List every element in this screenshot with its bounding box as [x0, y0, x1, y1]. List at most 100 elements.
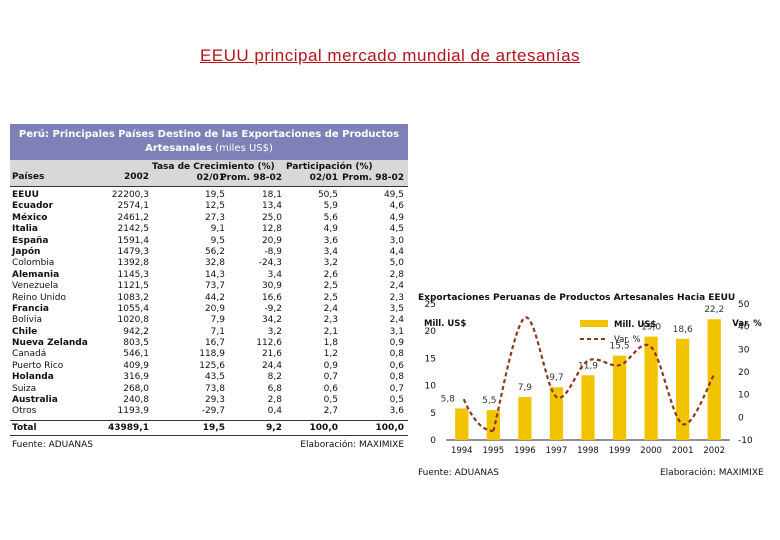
- table-cell-t0201: 20,9: [204, 303, 225, 314]
- table-cell-t0201: 56,2: [204, 246, 225, 257]
- table-cell-pprom: 4,9: [389, 212, 404, 223]
- table-header: Perú: Principales Países Destino de las …: [10, 124, 408, 160]
- bar: [581, 375, 595, 440]
- table-cell-v2002: 2574,1: [117, 201, 150, 212]
- y2-tick-label: 40: [738, 323, 750, 333]
- table-cell-pprom: 4,4: [389, 246, 404, 257]
- table-cell-tprom: 34,2: [261, 315, 282, 326]
- table-cell-pprom: 2,4: [389, 281, 404, 292]
- table-cell-pprom: 0,8: [389, 349, 404, 360]
- col-header-participacion: Participación (%): [286, 162, 373, 172]
- table-body: EEUU 22200,3 19,5 18,1 50,5 49,5 Ecuador 2574,1…: [10, 187, 408, 418]
- y-tick-label: 10: [425, 382, 437, 392]
- chart-source: Fuente: ADUANAS: [418, 468, 500, 478]
- table-cell-t0201: 9,1: [210, 224, 225, 235]
- legend-label-bars: Mill. US$: [614, 320, 656, 330]
- table-cell-pprom: 2,4: [389, 315, 404, 326]
- table-cell-p0201: 2,7: [323, 406, 338, 417]
- x-tick-label: 1997: [546, 446, 568, 456]
- table-cell-p0201: 5,9: [323, 201, 338, 212]
- total-part-0201: 100,0: [309, 422, 338, 433]
- table-cell-v2002: 240,8: [123, 395, 149, 406]
- table-cell-tprom: 6,8: [267, 383, 282, 394]
- table-cell-p0201: 50,5: [317, 190, 338, 200]
- table-cell-tprom: 20,9: [261, 235, 282, 246]
- bar-data-label: 5,8: [441, 394, 456, 404]
- table-row: Japón 1479,3 56,2 -8,9 3,4 4,4: [10, 247, 408, 258]
- table-cell-pprom: 3,1: [389, 326, 404, 337]
- x-tick-label: 2001: [672, 446, 694, 456]
- y2-axis-label: Var. %: [732, 319, 762, 329]
- table-cell-tprom: 0,4: [267, 406, 282, 417]
- table-cell-pais: Nueva Zelanda: [12, 338, 88, 349]
- x-tick-label: 1995: [483, 446, 505, 456]
- y-axis-label: Mill. US$: [424, 319, 466, 329]
- bar-data-label: 22,2: [704, 305, 724, 315]
- table-cell-pais: Australia: [12, 395, 58, 406]
- table-cell-pais: Puerto Rico: [12, 360, 64, 371]
- table-cell-v2002: 1479,3: [117, 246, 150, 257]
- y-tick-label: 15: [425, 354, 436, 364]
- table-cell-v2002: 1193,9: [117, 406, 150, 417]
- table-cell-pprom: 0,6: [389, 360, 404, 371]
- table-row: Holanda 316,9 43,5 8,2 0,7 0,8: [10, 372, 408, 383]
- table-cell-v2002: 803,5: [123, 338, 149, 349]
- col-header-2002: 2002: [123, 172, 149, 182]
- bar-data-label: 7,9: [518, 383, 533, 393]
- y2-tick-label: -10: [738, 436, 753, 446]
- table-cell-pprom: 2,8: [389, 269, 404, 280]
- table-cell-v2002: 2461,2: [117, 212, 150, 223]
- table-cell-tprom: 24,4: [261, 360, 282, 371]
- table-cell-pais: Otros: [12, 406, 37, 417]
- table-cell-pais: Japón: [12, 246, 41, 257]
- total-label: Total: [12, 422, 37, 433]
- total-part-prom: 100,0: [375, 422, 404, 433]
- legend-label-line: Var. %: [614, 335, 641, 345]
- table-cell-t0201: 43,5: [204, 372, 225, 383]
- table-cell-pprom: 49,5: [383, 190, 404, 200]
- col-header-paises: Países: [12, 172, 45, 182]
- table-cell-t0201: 7,1: [210, 326, 225, 337]
- table-cell-p0201: 3,2: [323, 258, 338, 269]
- table-cell-pprom: 3,5: [389, 303, 404, 314]
- y-tick-label: 5: [430, 409, 436, 419]
- y-tick-label: 0: [430, 436, 436, 446]
- table-cell-pprom: 0,7: [389, 383, 404, 394]
- table-cell-pprom: 5,0: [389, 258, 404, 269]
- table-row: Canadá 546,1 118,9 21,6 1,2 0,8: [10, 349, 408, 360]
- table-cell-pais: Colombia: [12, 258, 55, 269]
- table-cell-pprom: 0,9: [389, 338, 404, 349]
- table-cell-pais: Italia: [12, 224, 38, 235]
- table-cell-p0201: 3,6: [323, 235, 338, 246]
- y2-tick-label: 10: [738, 391, 750, 401]
- table-row: Ecuador 2574,1 12,5 13,4 5,9 4,6: [10, 201, 408, 212]
- table-cell-pprom: 4,5: [389, 224, 404, 235]
- table-cell-pprom: 0,5: [389, 395, 404, 406]
- table-cell-p0201: 4,9: [323, 224, 338, 235]
- bar: [644, 336, 658, 440]
- table-cell-pais: México: [12, 212, 48, 223]
- table-cell-t0201: 12,5: [204, 201, 225, 212]
- table-cell-v2002: 942,2: [123, 326, 149, 337]
- table-cell-pais: Ecuador: [12, 201, 54, 212]
- table-cell-p0201: 2,6: [323, 269, 338, 280]
- table-cell-t0201: 27,3: [204, 212, 225, 223]
- table-cell-tprom: 25,0: [261, 212, 282, 223]
- var-pct-line-start: [462, 398, 494, 433]
- table-cell-v2002: 1145,3: [117, 269, 150, 280]
- table-subtitle: Artesanales (miles US$): [10, 142, 408, 156]
- table-row: Chile 942,2 7,1 3,2 2,1 3,1: [10, 327, 408, 338]
- table-cell-p0201: 5,6: [323, 212, 338, 223]
- table-cell-pais: Reino Unido: [12, 292, 66, 303]
- table-cell-t0201: 16,7: [204, 338, 225, 349]
- table-cell-p0201: 2,3: [323, 315, 338, 326]
- x-tick-label: 2002: [703, 446, 725, 456]
- table-cell-v2002: 1020,8: [117, 315, 150, 326]
- table-cell-t0201: 73,8: [204, 383, 225, 394]
- bar: [518, 397, 532, 440]
- x-tick-label: 1998: [577, 446, 599, 456]
- table-cell-v2002: 409,9: [123, 360, 149, 371]
- table-cell-pais: Francia: [12, 303, 49, 314]
- bar: [707, 319, 721, 440]
